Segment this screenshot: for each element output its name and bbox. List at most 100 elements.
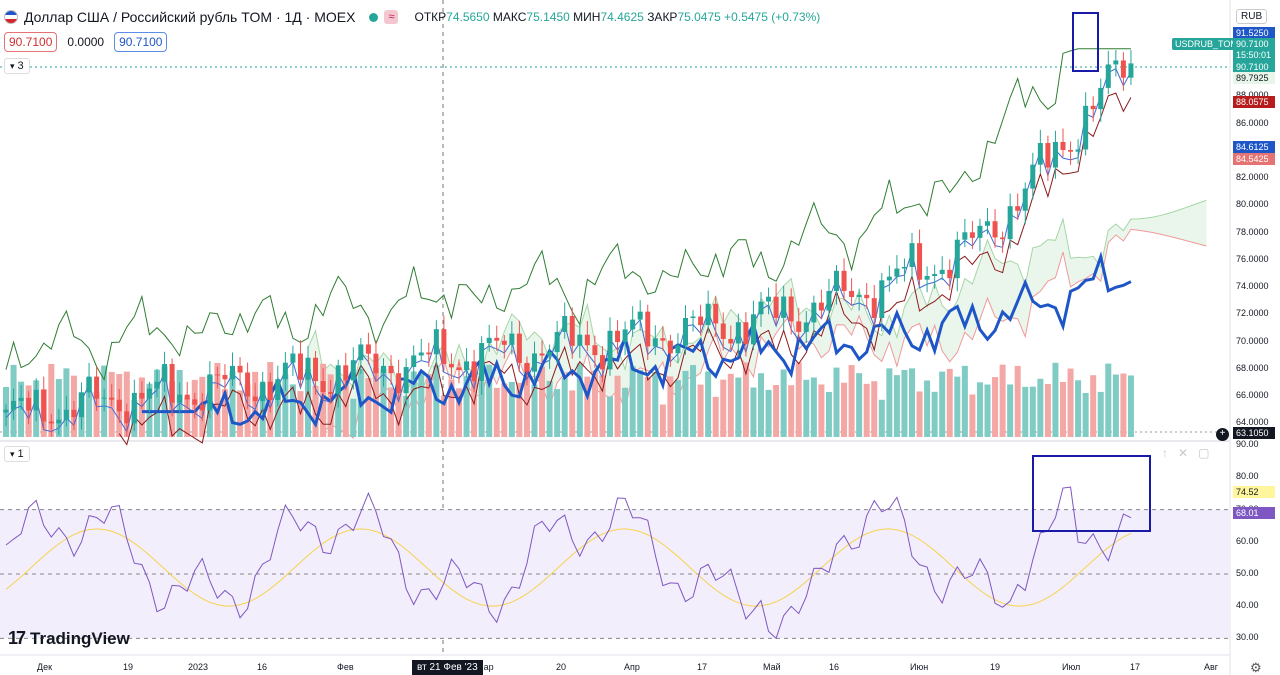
candle-body [547,352,553,356]
candle-body [456,367,462,371]
candle-body [245,372,251,397]
price-tag: 63.1050 [1233,427,1275,439]
time-label: Дек [37,662,53,672]
candle-body [26,397,32,411]
candle-body [886,276,892,281]
candle-body [818,302,824,311]
candle-body [486,337,492,344]
candle-body [599,355,605,370]
candle-body [56,419,62,424]
gear-icon[interactable]: ⚙ [1250,660,1262,675]
pane-controls: ↑ ✕ ▢ [1162,446,1209,460]
candle-body [917,243,923,280]
volume-bar [871,381,878,437]
rsi-ma-line [5,528,1132,607]
tradingview-logo: 17 TradingView [8,628,130,649]
candle-body [811,302,817,323]
candle-body [116,399,122,412]
volume-bar [765,389,772,437]
volume-bar [924,380,931,437]
currency-select[interactable]: RUB [1236,9,1268,24]
zoom-icon[interactable]: + [1216,428,1229,441]
candle-body [826,291,832,311]
close-icon[interactable]: ✕ [1178,446,1189,460]
bid-price[interactable]: 90.7100 [4,32,58,52]
volume-bar [214,362,221,437]
price-tick-label: 66.0000 [1236,390,1269,401]
candle-body [184,394,190,400]
candle-body [569,315,575,346]
volume-bar [599,375,606,437]
tv-mark-icon: 17 [8,628,26,648]
volume-bar [705,371,712,437]
candle-body [335,365,341,394]
volume-bar [931,391,938,437]
candle-body [720,323,726,339]
candle-body [516,333,522,363]
arrow-up-icon[interactable]: ↑ [1162,446,1168,460]
indicator-lines [5,48,1132,446]
volume-bar [674,380,681,437]
volume-bar [516,382,523,437]
candle-body [690,316,696,318]
price-tag: 84.6125 [1233,141,1275,153]
price-tag: 15:50:01 [1233,49,1275,61]
candle-body [426,352,432,355]
candle-body [290,353,296,363]
volume-bar [93,391,100,437]
volume-bar [539,366,546,437]
volume-bar [803,379,810,437]
maximize-icon[interactable]: ▢ [1198,446,1210,460]
rsi-tag: 68.01 [1233,507,1275,519]
volume-bar [758,373,764,437]
volume-bar [750,387,757,437]
ichimoku-cloud [307,199,1207,439]
candle-body [524,362,530,372]
volume-bar [448,379,455,437]
candle-body [297,353,303,380]
volume-bar [418,371,425,437]
candle-body [131,392,137,424]
candle-body [237,365,243,373]
candle-body [909,243,915,267]
volume-bar [48,363,55,437]
indicators-toggle[interactable]: ▾ 3 [4,58,30,74]
candle-body [1045,143,1051,168]
candle-body [698,316,704,326]
volume-bar [909,368,915,437]
ticker-label: USDRUB_TOM [1172,38,1241,50]
candle-body [388,365,394,374]
ask-price[interactable]: 90.7100 [114,32,168,52]
price-tick-label: 64.0000 [1236,417,1269,428]
candle-body [796,321,802,332]
volume-bar [410,371,417,437]
volume-bar [335,380,342,437]
candle-body [48,421,54,424]
volume-bar [403,395,410,437]
rsi-toggle[interactable]: ▾ 1 [4,446,30,462]
volume-bar [622,387,629,437]
volume-bar [55,379,62,437]
volume-bar [735,377,742,437]
candle-body [154,381,160,389]
volume-bar [682,370,689,437]
symbol-title[interactable]: Доллар США / Российский рубль TOM · 1Д ·… [24,9,356,25]
volume-bar [1044,384,1051,437]
volume-bar [1097,391,1104,437]
candle-body [879,280,885,319]
volume-bar [1105,363,1112,437]
volume-bar [161,366,168,437]
candle-body [494,337,500,341]
candle-body [1007,206,1013,240]
ohlc-values: ОТКР74.5650 МАКС75.1450 МИН74.4625 ЗАКР7… [414,10,821,24]
candle-body [977,225,983,238]
volume-bar [810,377,817,437]
volume-bar [282,374,289,437]
candle-body [464,361,470,371]
candle-body [418,352,424,356]
candle-body [1098,87,1104,110]
candle-body [109,397,115,400]
candle-body [260,381,266,402]
candle-body [1090,105,1096,110]
